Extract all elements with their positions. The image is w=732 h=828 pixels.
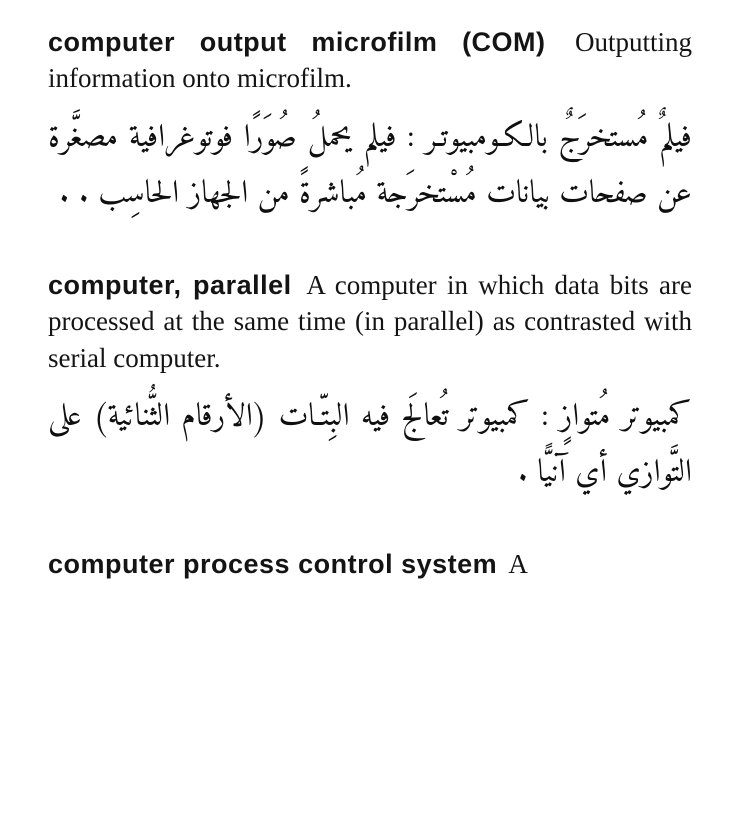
dictionary-entry: computer process control system A xyxy=(48,546,692,582)
dictionary-entry: computer output microfilm (COM) Outputti… xyxy=(48,24,692,223)
headword: computer, parallel xyxy=(48,270,292,300)
headword: computer process control system xyxy=(48,549,497,579)
english-definition: computer output microfilm (COM) Outputti… xyxy=(48,24,692,97)
english-text: A xyxy=(508,549,528,579)
english-definition: computer, parallel A computer in which d… xyxy=(48,267,692,376)
arabic-definition: كمبيوتر مُتوازٍ : كمبيوتر تُعالَج فيه ال… xyxy=(48,390,692,502)
dictionary-entry: computer, parallel A computer in which d… xyxy=(48,267,692,502)
english-definition: computer process control system A xyxy=(48,546,692,582)
headword: computer output microfilm (COM) xyxy=(48,27,546,57)
arabic-definition: فيلمٌ مُستخرَجٌ بالكـومبيوتـر : فيلم يحم… xyxy=(48,111,692,223)
